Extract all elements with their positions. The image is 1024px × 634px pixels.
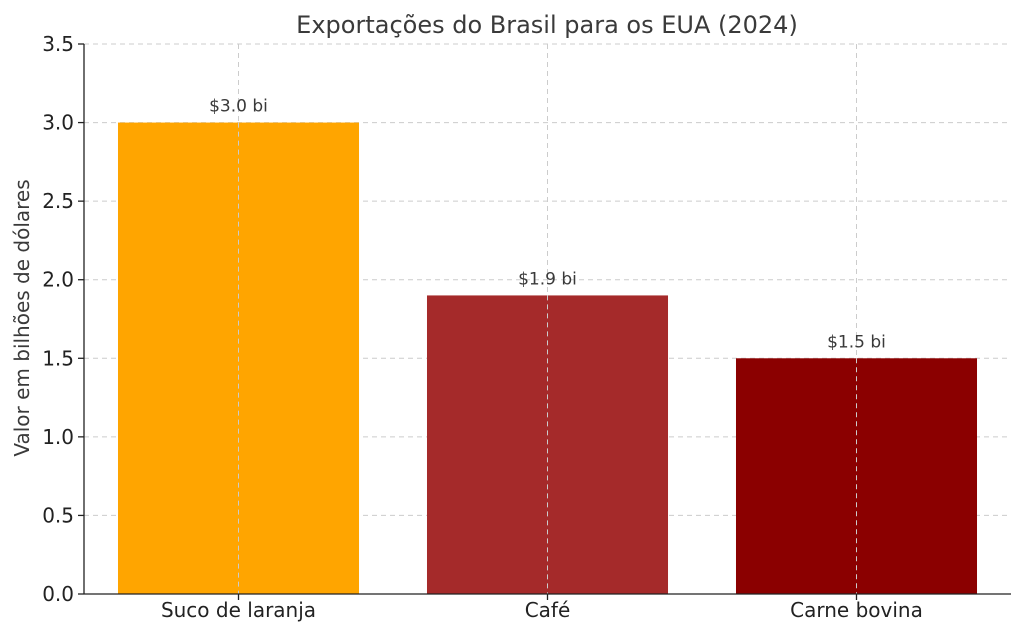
y-tick-label: 3.5 [42, 32, 74, 56]
y-axis-label: Valor em bilhões de dólares [10, 179, 34, 456]
bar-data-label: $3.0 bi [209, 97, 268, 117]
bar-data-label: $1.5 bi [827, 332, 886, 352]
y-tick-label: 0.0 [42, 582, 74, 606]
y-tick-label: 2.5 [42, 189, 74, 213]
axes-layer [78, 43, 1011, 600]
y-tick-label: 1.0 [42, 425, 74, 449]
x-tick-label: Café [525, 598, 571, 622]
chart-title: Exportações do Brasil para os EUA (2024) [296, 11, 798, 39]
y-tick-label: 2.0 [42, 268, 74, 292]
bar-data-label: $1.9 bi [518, 269, 577, 289]
x-tick-label: Carne bovina [790, 598, 923, 622]
x-tick-label: Suco de laranja [161, 598, 316, 622]
y-tick-label: 3.0 [42, 111, 74, 135]
labels-layer: 0.0 0.5 1.0 1.5 2.0 2.5 3.0 3.5 $3.0 bi $1.9 bi $1… [42, 32, 923, 622]
y-tick-label: 1.5 [42, 346, 74, 370]
y-tick-label: 0.5 [42, 503, 74, 527]
bars-layer [117, 122, 978, 595]
